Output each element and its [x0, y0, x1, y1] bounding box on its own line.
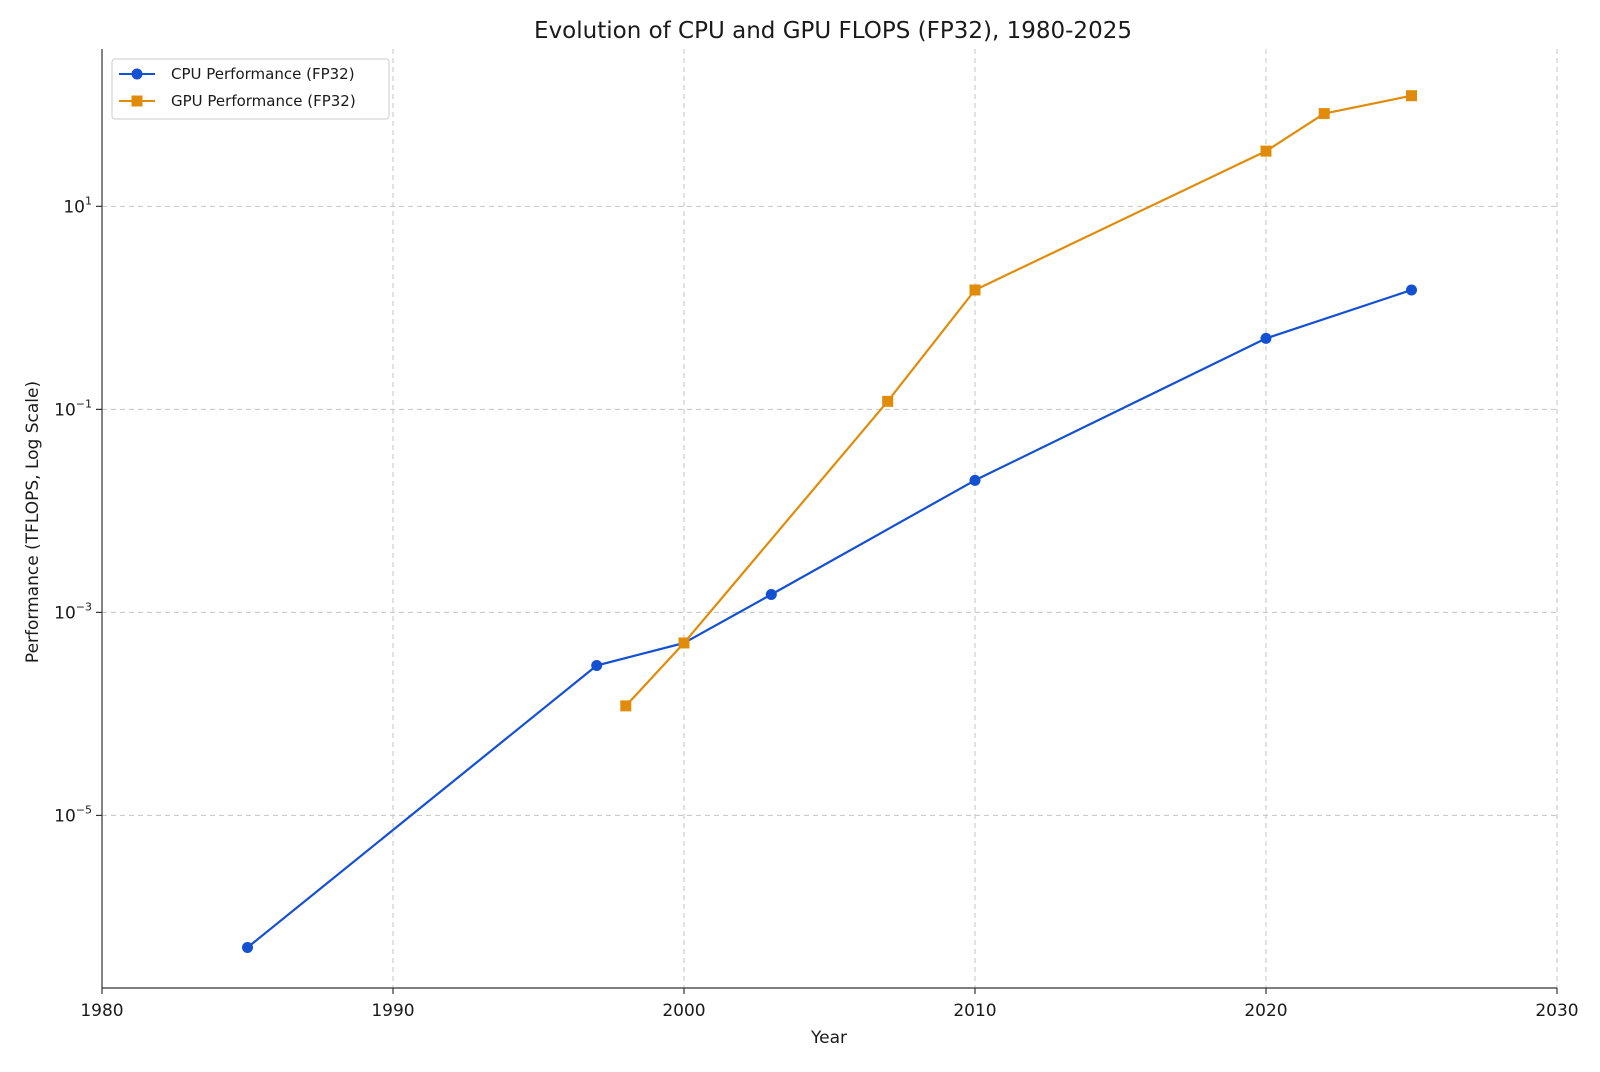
legend-marker-gpu: [131, 95, 143, 107]
series: [242, 90, 1417, 953]
y-axis-label: Performance (TFLOPS, Log Scale): [23, 381, 43, 663]
y-tick-label: 101: [63, 194, 92, 217]
y-tick-exponent: −3: [76, 600, 92, 613]
data-point: [620, 700, 632, 712]
data-point: [1406, 90, 1417, 102]
data-point: [591, 659, 603, 671]
legend-label-cpu: CPU Performance (FP32): [171, 65, 355, 83]
data-point: [1260, 145, 1272, 157]
x-tick-label: 1990: [371, 1001, 414, 1021]
y-tick-exponent: −1: [76, 397, 92, 410]
legend-box: [111, 58, 390, 120]
y-tick-label: 10−5: [54, 803, 92, 826]
x-axis-label: Year: [810, 1028, 847, 1048]
y-tick-base: 10: [54, 400, 76, 420]
legend: CPU Performance (FP32) GPU Performance (…: [111, 58, 390, 120]
data-point: [1318, 108, 1330, 120]
legend-label-gpu: GPU Performance (FP32): [171, 92, 356, 110]
axes: [101, 49, 1557, 989]
data-point: [882, 395, 894, 407]
series-line-1: [624, 94, 1412, 707]
y-tick-label: 10−3: [54, 600, 92, 623]
x-tick-label: 2000: [662, 1001, 705, 1021]
series-line-0: [246, 288, 1412, 949]
data-point: [678, 637, 690, 649]
data-point: [1406, 284, 1417, 296]
y-tick-exponent: 1: [85, 194, 92, 207]
data-point: [242, 941, 253, 953]
x-ticks: 1980 1990 2000 2010 2020 2030: [80, 988, 1579, 1021]
y-tick-label: 10−1: [54, 397, 92, 420]
data-point: [969, 284, 981, 296]
data-point: [1260, 332, 1272, 344]
x-tick-label: 2030: [1535, 1001, 1578, 1021]
y-tick-base: 10: [63, 197, 85, 217]
grid: [102, 49, 1558, 988]
x-tick-label: 1980: [80, 1001, 123, 1021]
data-point: [765, 589, 777, 601]
chart-title: Evolution of CPU and GPU FLOPS (FP32), 1…: [534, 18, 1132, 44]
y-tick-exponent: −5: [76, 803, 92, 816]
y-tick-base: 10: [54, 806, 76, 826]
x-tick-label: 2020: [1244, 1001, 1287, 1021]
y-tick-base: 10: [54, 603, 76, 623]
legend-marker-cpu: [131, 68, 143, 80]
x-tick-label: 2010: [953, 1001, 996, 1021]
data-point: [969, 474, 981, 486]
